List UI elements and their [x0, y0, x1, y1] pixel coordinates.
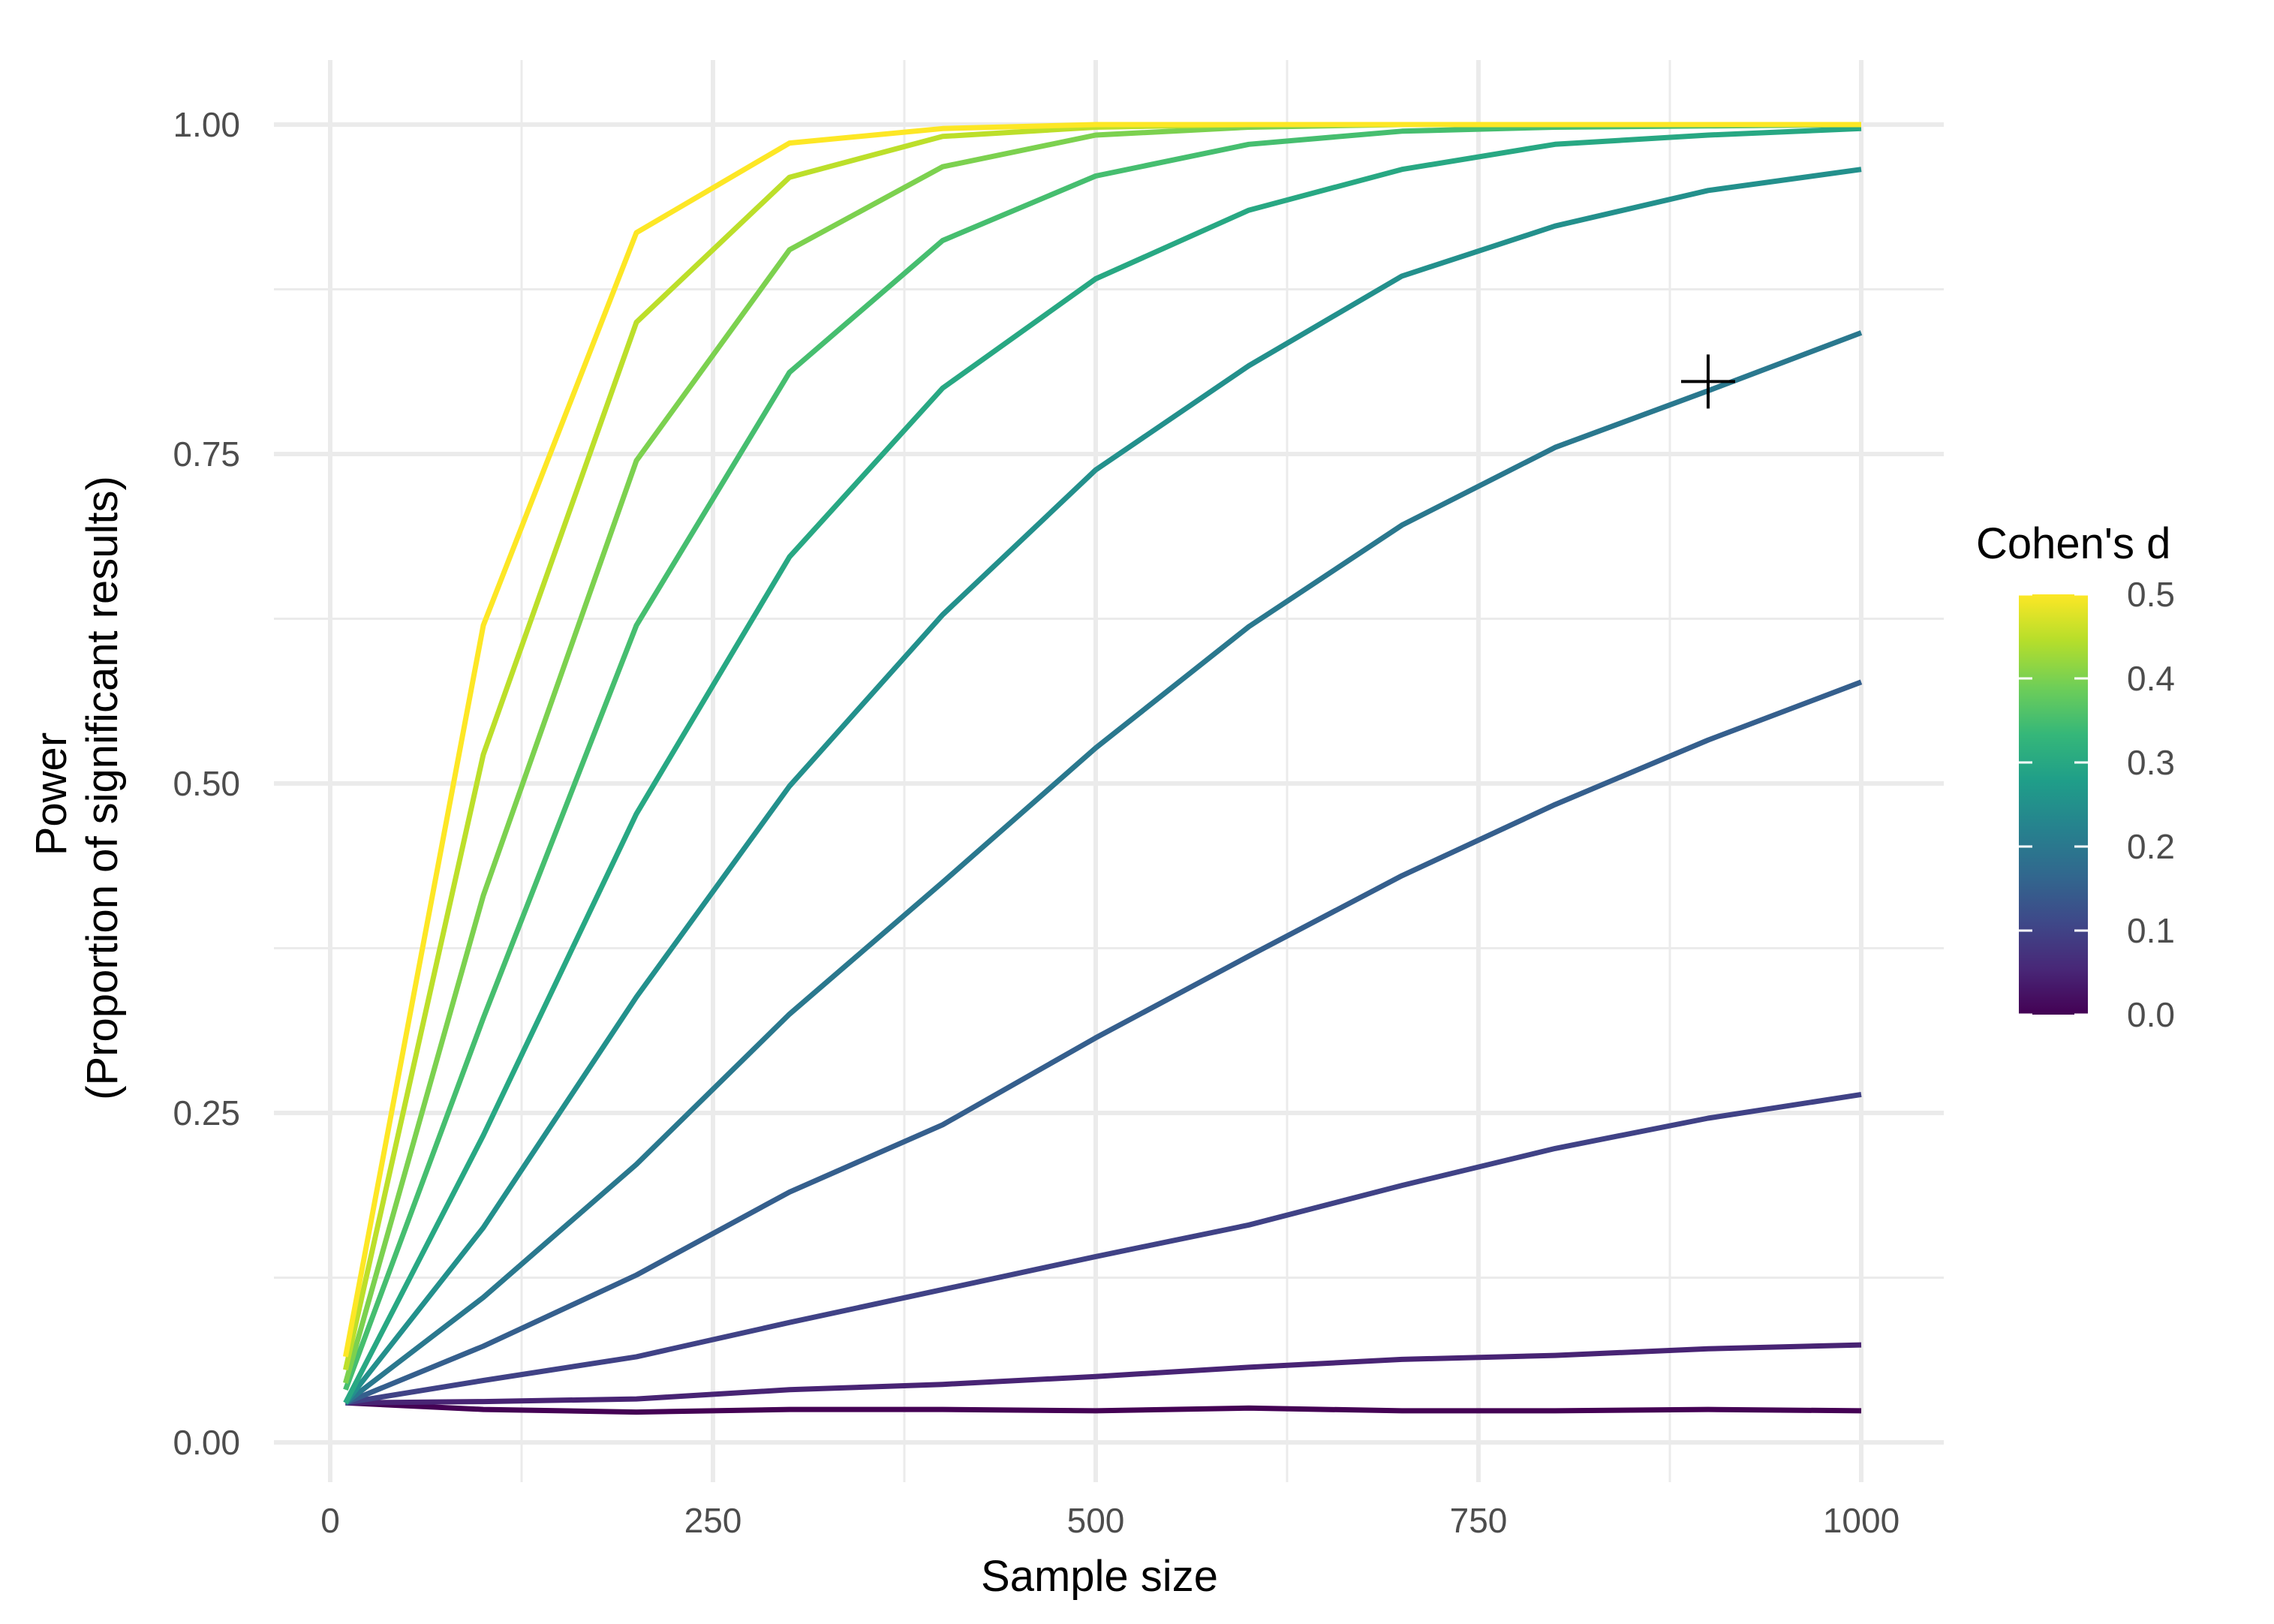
series-line-d-0 [345, 1400, 1862, 1415]
series-line-d-0-5 [342, 122, 1861, 1358]
legend-label: 0.5 [2127, 575, 2175, 614]
legend-ticks: 0.5 0.4 0.3 0.2 0.1 0.0 [2019, 575, 2175, 1034]
y-axis-title-line-2: (Proportion of significant results) [78, 476, 127, 1100]
y-tick-label: 0.00 [173, 1423, 240, 1462]
x-axis-ticks: 0 250 500 750 1000 [320, 1501, 1900, 1540]
annotations [1681, 354, 1735, 409]
colorbar [2019, 594, 2088, 1015]
series-lines [342, 122, 1863, 1415]
y-axis-title: Power (Proportion of significant results… [27, 476, 127, 1100]
series-line-d-0-3 [343, 125, 1862, 1404]
legend-label: 0.3 [2127, 743, 2175, 782]
legend-label: 0.4 [2127, 659, 2175, 698]
plus-marker [1681, 354, 1735, 409]
series-line-d-0-35 [343, 122, 1862, 1391]
x-axis-title: Sample size [981, 1552, 1218, 1601]
y-tick-label: 0.50 [173, 764, 240, 803]
legend: Cohen's d 0.5 0.4 0.3 0.2 0.1 0.0 [1976, 519, 2175, 1034]
legend-label: 0.0 [2127, 995, 2175, 1034]
x-tick-label: 750 [1450, 1501, 1508, 1540]
y-tick-label: 0.75 [173, 435, 240, 474]
y-tick-label: 0.25 [173, 1093, 240, 1132]
series-line-d-0-25 [343, 167, 1862, 1405]
series-line-d-0-1 [344, 1091, 1862, 1406]
x-tick-label: 250 [684, 1501, 742, 1540]
y-axis-ticks: 0.00 0.25 0.50 0.75 1.00 [173, 105, 240, 1462]
legend-label: 0.2 [2127, 827, 2175, 866]
series-line-d-0-4 [343, 122, 1861, 1384]
series-line-d-0-45 [342, 122, 1861, 1371]
series-line-d-0-15 [344, 679, 1863, 1406]
x-tick-label: 0 [320, 1501, 340, 1540]
x-tick-label: 1000 [1823, 1501, 1900, 1540]
series-line-d-0-05 [345, 1342, 1862, 1406]
y-tick-label: 1.00 [173, 105, 240, 144]
y-axis-title-line-1: Power [27, 732, 76, 856]
legend-label: 0.1 [2127, 911, 2175, 950]
x-tick-label: 500 [1067, 1501, 1125, 1540]
legend-title: Cohen's d [1976, 519, 2170, 568]
series-line-d-0-2 [344, 330, 1863, 1406]
